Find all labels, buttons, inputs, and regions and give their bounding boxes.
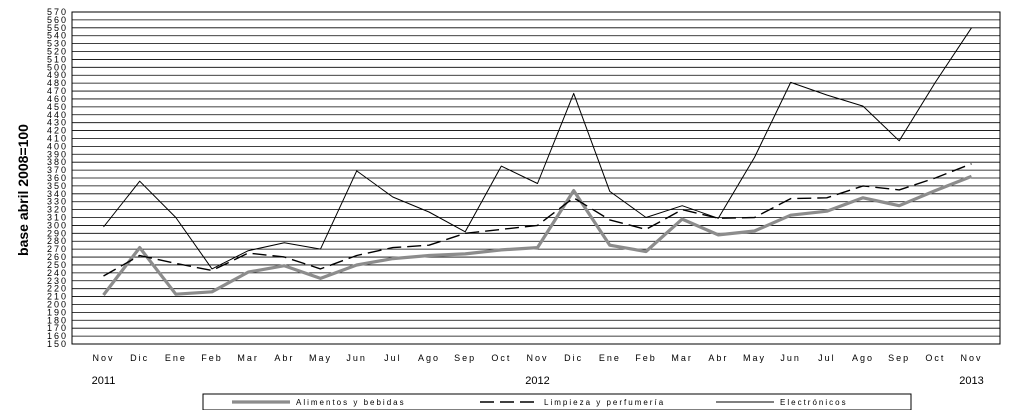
y-tick-labels: 1501601701801902002102202302402502602702…: [47, 7, 68, 349]
x-tick-label: Jun: [780, 353, 801, 363]
x-tick-label: Mar: [671, 353, 693, 363]
x-tick-label: Jul: [818, 353, 836, 363]
y-tick-label: 330: [47, 197, 68, 207]
series-line: [103, 163, 972, 277]
x-tick-label: Jul: [384, 353, 402, 363]
x-tick-label: Abr: [274, 353, 294, 363]
x-tick-label: Ene: [165, 353, 187, 363]
series-line: [103, 27, 972, 270]
x-tick-labels: Nov Dic Ene Feb Mar Abr May Jun Jul Ago Sep Oct Nov D…: [92, 353, 982, 363]
year-label: 2011: [92, 375, 116, 387]
y-tick-label: 490: [47, 70, 68, 80]
y-tick-label: 220: [47, 284, 68, 294]
x-tick-label: Feb: [635, 353, 657, 363]
series-lines: [102, 27, 973, 296]
y-tick-label: 550: [47, 23, 68, 33]
y-tick-label: 480: [47, 78, 68, 88]
y-tick-label: 450: [47, 102, 68, 112]
year-labels: 2011 2012 2013: [92, 375, 984, 387]
y-tick-label: 360: [47, 173, 68, 183]
x-tick-label: Dic: [130, 353, 149, 363]
y-tick-label: 570: [47, 7, 68, 17]
x-tick-label: Oct: [491, 353, 511, 363]
plot-frame: [71, 11, 1001, 345]
x-tick-label: Ene: [599, 353, 621, 363]
legend-entry: Limpieza y perfumería: [544, 398, 665, 407]
x-tick-label: May: [743, 353, 766, 363]
y-tick-label: 560: [47, 15, 68, 25]
x-tick-label: May: [309, 353, 332, 363]
x-tick-label: Ago: [852, 353, 874, 363]
y-tick-label: 210: [47, 292, 68, 302]
x-tick-label: Oct: [925, 353, 945, 363]
y-tick-label: 150: [47, 339, 68, 349]
y-tick-label: 440: [47, 110, 68, 120]
legend: Alimentos y bebidas Limpieza y perfumería…: [202, 393, 912, 410]
x-tick-label: Nov: [526, 353, 548, 363]
y-tick-label: 540: [47, 31, 68, 41]
year-label: 2012: [525, 375, 549, 387]
y-tick-label: 180: [47, 315, 68, 325]
y-tick-label: 320: [47, 205, 68, 215]
y-tick-label: 370: [47, 165, 68, 175]
y-tick-label: 280: [47, 236, 68, 246]
x-tick-label: Abr: [708, 353, 728, 363]
y-tick-label: 390: [47, 149, 68, 159]
x-tick-label: Jun: [346, 353, 367, 363]
y-tick-label: 230: [47, 276, 68, 286]
x-tick-label: Mar: [237, 353, 259, 363]
legend-box: [202, 393, 912, 410]
y-tick-label: 250: [47, 260, 68, 270]
x-tick-label: Nov: [92, 353, 114, 363]
legend-entry: Alimentos y bebidas: [296, 398, 406, 407]
x-tick-label: Sep: [888, 353, 910, 363]
x-tick-label: Sep: [454, 353, 476, 363]
y-tick-label: 260: [47, 252, 68, 262]
y-tick-label: 520: [47, 47, 68, 57]
y-tick-label: 430: [47, 118, 68, 128]
y-tick-label: 160: [47, 331, 68, 341]
y-tick-label: 510: [47, 54, 68, 64]
y-tick-label: 400: [47, 141, 68, 151]
y-tick-label: 410: [47, 133, 68, 143]
y-tick-label: 240: [47, 268, 68, 278]
y-tick-label: 420: [47, 126, 68, 136]
y-tick-label: 170: [47, 323, 68, 333]
year-label: 2013: [959, 375, 983, 387]
y-tick-label: 530: [47, 39, 68, 49]
y-tick-label: 500: [47, 62, 68, 72]
x-tick-label: Dic: [564, 353, 583, 363]
y-tick-label: 470: [47, 86, 68, 96]
legend-entry: Electrónicos: [780, 398, 848, 407]
x-tick-label: Feb: [201, 353, 223, 363]
x-tick-label: Ago: [418, 353, 440, 363]
y-axis-label: base abril 2008=100: [15, 124, 31, 256]
y-tick-label: 300: [47, 220, 68, 230]
y-tick-label: 460: [47, 94, 68, 104]
y-tick-label: 190: [47, 307, 68, 317]
y-tick-label: 340: [47, 189, 68, 199]
y-tick-label: 380: [47, 157, 68, 167]
grid-lines: [71, 11, 1001, 345]
y-tick-label: 310: [47, 213, 68, 223]
y-tick-label: 270: [47, 244, 68, 254]
series-line: [102, 174, 973, 296]
x-tick-label: Nov: [960, 353, 982, 363]
y-tick-label: 290: [47, 228, 68, 238]
y-tick-label: 200: [47, 299, 68, 309]
y-tick-label: 350: [47, 181, 68, 191]
